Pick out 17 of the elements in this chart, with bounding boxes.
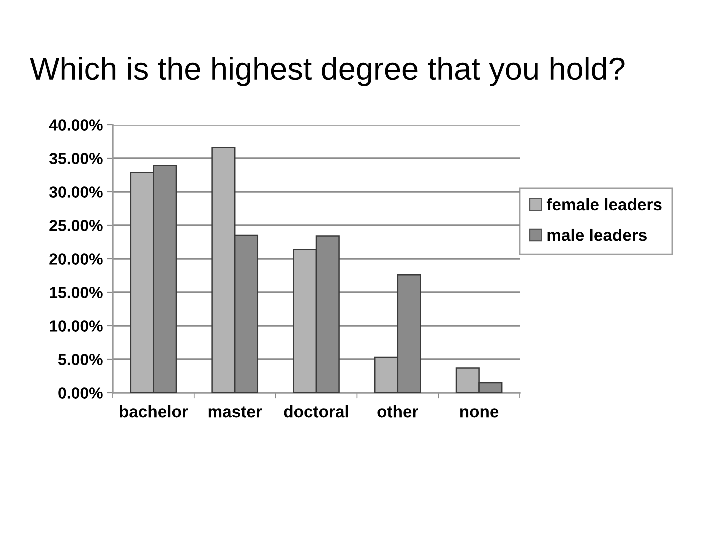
y-tick-label: 30.00% — [49, 186, 103, 198]
legend-label: female leaders — [546, 198, 662, 211]
y-tick-label: 10.00% — [50, 320, 103, 332]
y-tick-label: 40.00% — [49, 120, 103, 131]
x-tick-label: none — [460, 408, 499, 418]
y-tick-label: 20.00% — [50, 254, 103, 265]
y-tick-label: 0.00% — [58, 388, 103, 399]
legend-label: male leaders — [548, 228, 647, 242]
chart-title: Which is the highest degree that you hold? — [30, 57, 625, 86]
y-tick-label: 5.00% — [58, 354, 103, 366]
x-tick-label: bachelor — [120, 406, 188, 418]
y-tick-label: 15.00% — [50, 287, 103, 298]
y-tick-label: 35.00% — [49, 153, 103, 164]
y-tick-label: 25.00% — [50, 220, 103, 232]
x-tick-label: doctoral — [284, 406, 348, 418]
x-tick-label: other — [378, 406, 418, 418]
x-tick-label: master — [208, 406, 262, 418]
